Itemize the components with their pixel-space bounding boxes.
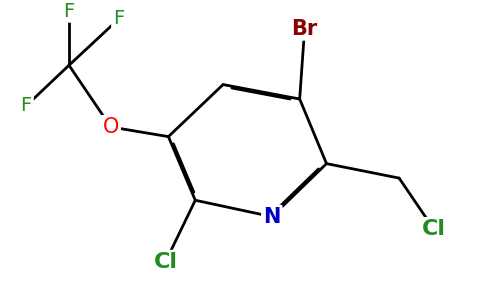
Text: Cl: Cl	[153, 252, 178, 272]
Text: F: F	[21, 96, 32, 115]
Text: O: O	[103, 117, 119, 137]
Text: Cl: Cl	[422, 219, 446, 239]
Text: N: N	[263, 207, 281, 227]
Text: Br: Br	[291, 19, 318, 39]
Text: F: F	[113, 10, 124, 28]
Text: F: F	[63, 2, 75, 21]
